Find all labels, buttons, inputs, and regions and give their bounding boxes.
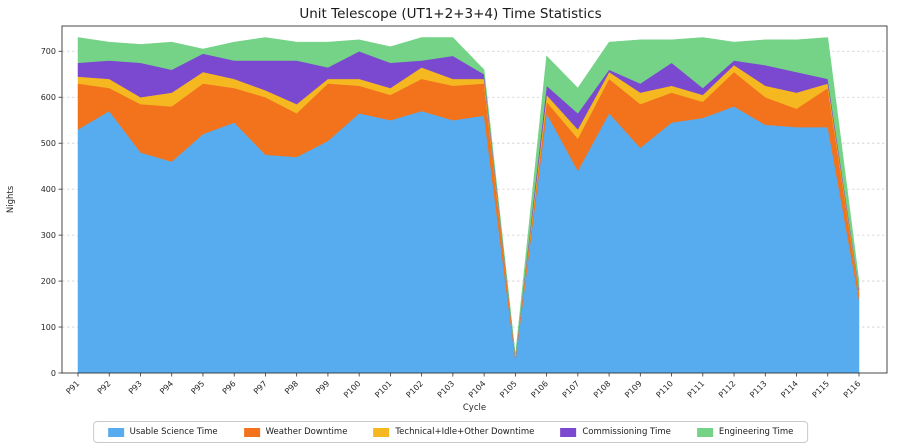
x-axis-ticks: P91 P92 P93 P94 P95 P96 P97 P98 P99 P100 P101 P102 P… [64,373,862,400]
y-tick-label: 0 [51,369,56,378]
x-axis-label: Cycle [463,403,486,413]
x-tick-label: P96 [221,379,238,396]
x-tick-label: P104 [467,379,488,400]
plot-frame [61,25,888,374]
y-tick-label: 400 [41,185,56,194]
legend-item-weather-downtime: Weather Downtime [243,427,348,437]
legend-swatch [107,427,124,437]
x-tick-label: P114 [779,379,800,400]
legend-label: Commissioning Time [582,427,671,437]
x-tick-label: P98 [283,379,300,396]
y-tick-label: 300 [41,231,56,240]
x-tick-label: P102 [404,379,425,400]
y-tick-label: 600 [41,93,56,102]
x-tick-label: P109 [623,379,644,400]
legend-swatch [560,427,577,437]
legend-swatch [373,427,390,437]
legend-label: Engineering Time [718,427,794,437]
x-tick-label: P107 [561,379,582,400]
x-tick-label: P103 [436,379,457,400]
x-tick-label: P108 [592,379,613,400]
chart-title: Unit Telescope (UT1+2+3+4) Time Statisti… [299,6,602,22]
legend-item-usable-science-time: Usable Science Time [107,427,218,437]
x-tick-label: P92 [96,379,113,396]
x-tick-label: P91 [64,379,81,396]
legend-item-commissioning-time: Commissioning Time [560,427,671,437]
legend-label: Weather Downtime [265,427,348,437]
y-axis-label: Nights [6,185,16,213]
y-axis-ticks: 0 100 200 300 400 500 600 700 [41,47,62,378]
area-usable-science-time [77,106,860,374]
legend-item-engineering-time: Engineering Time [696,427,794,437]
y-tick-label: 700 [41,47,56,56]
x-tick-label: P110 [654,379,675,400]
stacked-areas [77,37,860,374]
x-tick-label: P94 [158,379,175,396]
legend-label: Technical+Idle+Other Downtime [395,427,535,437]
x-tick-label: P106 [529,379,550,400]
x-tick-label: P116 [842,379,863,400]
x-tick-label: P97 [252,379,269,396]
x-tick-label: P93 [127,379,144,396]
legend-label: Usable Science Time [129,427,218,437]
y-tick-label: 100 [41,323,56,332]
x-tick-label: P112 [717,379,738,400]
legend-swatch [243,427,260,437]
x-tick-label: P105 [498,379,519,400]
area-engineering-time [77,37,860,358]
legend-item-technical-idle-other-downtime: Technical+Idle+Other Downtime [373,427,534,437]
x-tick-label: P115 [811,379,832,400]
x-tick-label: P101 [373,379,394,400]
y-tick-label: 200 [41,277,56,286]
x-tick-label: P113 [748,379,769,400]
legend-swatch [696,427,713,437]
x-tick-label: P99 [314,379,331,396]
x-tick-label: P111 [686,379,707,400]
x-tick-label: P95 [189,379,206,396]
y-tick-label: 500 [41,139,56,148]
chart-legend: Usable Science Time Weather Downtime Techn… [92,421,809,443]
x-tick-label: P100 [342,379,363,400]
